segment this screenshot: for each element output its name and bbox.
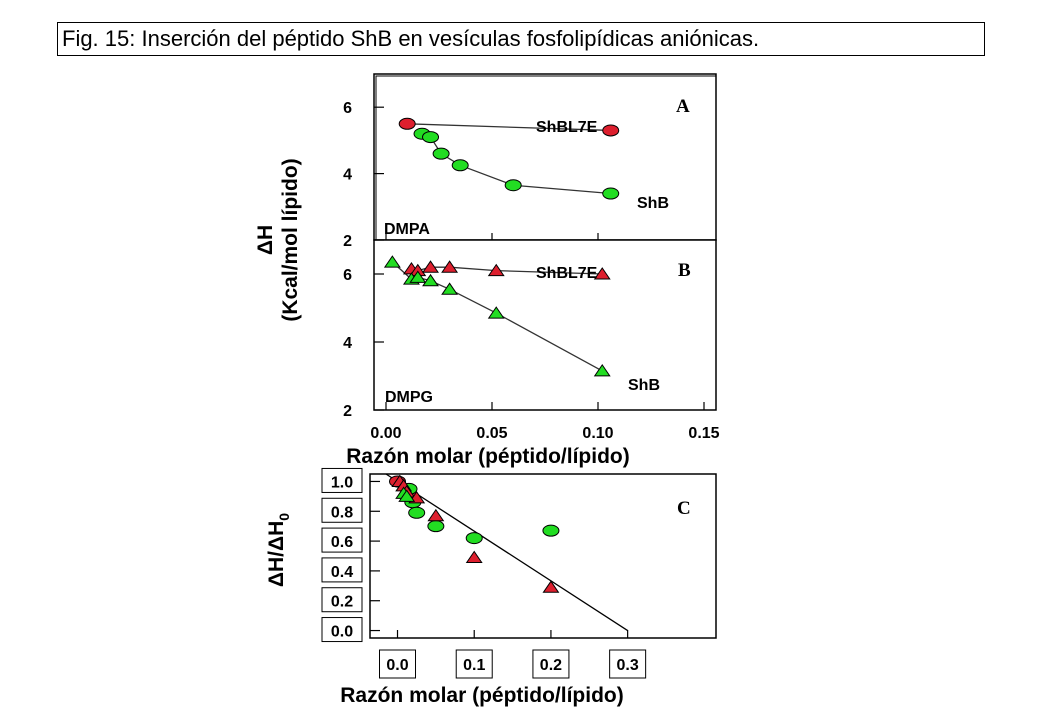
panel-c-letter: C — [677, 498, 691, 519]
panel-c-xtick-label: 0.0 — [386, 657, 408, 674]
panel-c-xtick-box — [379, 649, 417, 679]
panel-a-ytick-label: 6 — [343, 100, 352, 117]
panel-b-point — [441, 260, 459, 273]
panel-b-xtick-label: 0.10 — [582, 425, 613, 442]
panel-b-lipid-label: DMPG — [385, 389, 433, 406]
panel-c-ytick-label: 0.4 — [331, 564, 353, 581]
panel-b-point — [593, 364, 611, 377]
y-axis-label-c-sub: 0 — [276, 513, 292, 521]
panel-a-shb-label: ShB — [637, 195, 669, 212]
panel-b-ytick-label: 4 — [343, 335, 352, 352]
panel-b-xtick-label: 0.05 — [476, 425, 507, 442]
panel-b-point — [487, 306, 505, 319]
panel-a-point — [398, 117, 416, 130]
panel-c-frame — [369, 473, 717, 639]
axes-layer: 2 4 6 2 4 6 0.00 0.05 0.10 0.15 0.0 0.2 0.4 0.6 0.8 1.0… — [321, 100, 720, 679]
panel-c-point — [542, 524, 560, 537]
panel-c-fit-line — [385, 473, 628, 632]
x-axis-label-ab: Razón molar (péptido/lípido) — [346, 445, 629, 468]
panel-c-ytick-label: 0.8 — [331, 504, 353, 521]
panel-c-ytick-box — [321, 587, 363, 613]
panel-c-point — [427, 520, 445, 533]
panel-c-point — [398, 489, 416, 502]
panel-a-shbl7e-label: ShBL7E — [536, 119, 598, 136]
panel-a-ytick-label: 4 — [343, 167, 352, 184]
panel-c-ytick-label: 0.6 — [331, 534, 353, 551]
panel-b-point — [593, 267, 611, 280]
svg-text:ΔH/ΔH0: ΔH/ΔH0 — [265, 513, 292, 587]
panel-c-ytick-box — [321, 557, 363, 583]
panel-a-series-line — [407, 123, 611, 132]
panel-a-frame — [373, 73, 717, 241]
panel-a-lipid-label: DMPA — [384, 221, 430, 238]
panel-c-ytick-box — [321, 467, 363, 493]
panel-b-point — [487, 263, 505, 277]
y-axis-label-top-group: ΔH (Kcal/mol lípido) — [254, 158, 302, 321]
panel-b-ytick-label: 6 — [343, 267, 352, 284]
panel-c-xtick-box — [532, 649, 570, 679]
panel-c-point — [408, 506, 426, 519]
marks-layer — [383, 117, 620, 593]
y-axis-label-top-line1: ΔH — [254, 225, 277, 255]
panel-c-point — [427, 508, 445, 522]
panel-a-point — [422, 131, 440, 144]
y-axis-label-c-base: ΔH/ΔH — [265, 521, 288, 587]
panel-a-point — [432, 147, 450, 160]
panel-c-point — [465, 550, 483, 563]
panel-c-ytick-box — [321, 527, 363, 553]
panel-b-point — [422, 273, 439, 287]
y-axis-label-top-line2: (Kcal/mol lípido) — [279, 158, 302, 321]
figure-title: Fig. 15: Inserción del péptido ShB en ve… — [57, 22, 985, 56]
panel-a-point — [602, 124, 620, 137]
panel-c-xtick-box — [455, 649, 493, 679]
panel-b-ytick-label: 2 — [343, 403, 352, 420]
panel-b-xtick-label: 0.00 — [370, 425, 401, 442]
panel-c-ytick-label: 0.2 — [331, 594, 353, 611]
panel-a-letter: A — [676, 96, 690, 117]
panel-b-shb-label: ShB — [628, 377, 660, 394]
panel-b-point — [383, 255, 401, 268]
panel-b-point — [441, 282, 459, 295]
panel-c-xtick-box — [609, 649, 647, 679]
panel-b-point — [422, 260, 439, 273]
panel-c-ytick-label: 0.0 — [331, 624, 353, 641]
panel-c-ytick-label: 1.0 — [331, 474, 353, 491]
panel-b-letter: B — [678, 260, 691, 281]
panel-c-ytick-box — [321, 497, 363, 523]
panel-c-point — [542, 580, 560, 593]
panel-a-point — [451, 159, 469, 172]
y-axis-label-c-group: ΔH/ΔH0 — [265, 513, 292, 587]
panel-c-xtick-label: 0.2 — [540, 657, 562, 674]
panel-c-xtick-label: 0.1 — [463, 657, 485, 674]
panel-a-point — [504, 179, 522, 192]
panel-c-xtick-label: 0.3 — [617, 657, 639, 674]
panel-a-point — [602, 187, 620, 200]
panel-b-shbl7e-label: ShBL7E — [536, 265, 598, 282]
x-axis-label-c: Razón molar (péptido/lípido) — [340, 684, 623, 707]
panel-c-point — [465, 532, 483, 545]
panel-c-ytick-box — [321, 617, 363, 643]
panel-a-ytick-label: 2 — [343, 233, 352, 250]
panel-b-xtick-label: 0.15 — [688, 425, 719, 442]
panel-b-point — [409, 270, 427, 283]
